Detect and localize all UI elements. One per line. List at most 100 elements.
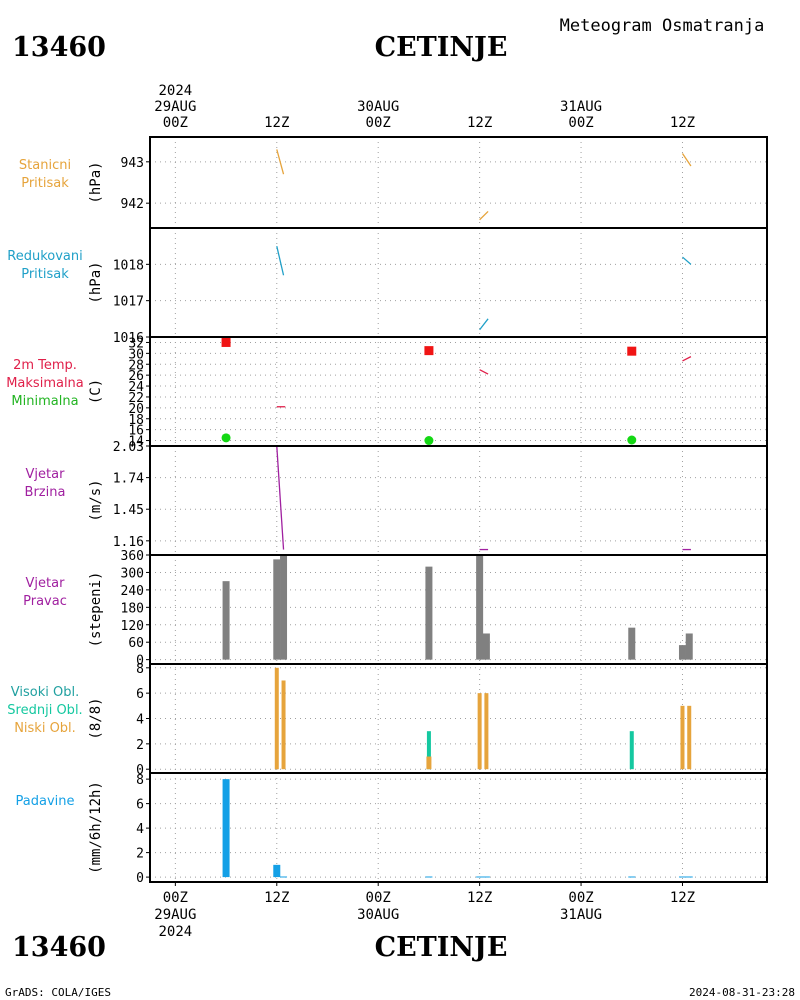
bar: [426, 756, 432, 770]
y-tick-label: 16: [128, 424, 144, 439]
series-line: [479, 318, 489, 331]
series-line: [276, 446, 285, 550]
y-tick-label: 4: [136, 822, 144, 837]
series-line: [276, 149, 285, 175]
bar: [482, 876, 490, 878]
parameter-label: Padavine: [16, 794, 75, 809]
y-tick-label: 32: [128, 336, 144, 351]
bottom-time-tick-label: 12Z: [264, 890, 289, 906]
top-time-tick-label: 29AUG: [154, 99, 196, 115]
bar: [274, 667, 279, 770]
parameter-label: Minimalna: [11, 394, 78, 409]
max-temp-marker: [627, 346, 637, 356]
y-tick-label: 4: [136, 713, 144, 728]
y-tick-label: 1018: [113, 258, 144, 273]
y-tick-label: 942: [121, 197, 144, 212]
y-tick-label: 1017: [113, 295, 144, 310]
y-axis-label: (m/s): [88, 479, 104, 521]
bar: [477, 693, 482, 770]
y-tick-label: 0: [136, 654, 144, 669]
panel-frame: [149, 227, 768, 338]
parameter-label: Niski Obl.: [14, 721, 76, 736]
bottom-time-tick-label: 30AUG: [357, 907, 399, 923]
y-tick-label: 943: [121, 156, 144, 171]
panel-frame: [149, 554, 768, 665]
top-time-tick-label: 2024: [158, 83, 192, 99]
timestamp-text: 2024-08-31-23:28: [689, 986, 795, 999]
bar: [628, 627, 636, 660]
y-axis-label: (hPa): [88, 261, 104, 303]
bar: [273, 864, 281, 878]
bar: [678, 645, 686, 660]
panel-brzina: 1.16 1.45 1.74 2.03 (m/s) Vjetar Brzina: [25, 440, 768, 556]
bar: [680, 705, 685, 770]
y-tick-label: 6: [136, 798, 144, 813]
top-time-tick-label: 00Z: [568, 115, 593, 131]
bar: [685, 876, 693, 878]
y-tick-label: 0: [136, 871, 144, 886]
y-tick-label: 24: [128, 380, 144, 395]
series-line: [479, 210, 489, 221]
bar: [273, 559, 281, 660]
y-axis-label: (stepeni): [88, 572, 104, 648]
bar: [476, 555, 484, 660]
y-tick-label: 240: [121, 584, 144, 599]
bar: [678, 876, 686, 878]
y-axis-label: (C): [88, 379, 104, 404]
panel-redukovani: 1016 1017 1018 (hPa) Redukovani Pritisak: [7, 227, 768, 346]
bottom-time-tick-label: 31AUG: [560, 907, 602, 923]
y-axis-label: (hPa): [88, 161, 104, 203]
y-tick-label: 6: [136, 687, 144, 702]
bar: [222, 779, 230, 878]
panels: 942 943 (hPa) Stanicni Pritisak 1016 1017 1018 (…: [6, 136, 768, 886]
meteogram-title: Meteogram Osmatranja: [560, 16, 765, 36]
y-tick-label: 20: [128, 402, 144, 417]
bar: [280, 876, 288, 878]
y-tick-label: 120: [121, 619, 144, 634]
max-temp-marker: [221, 337, 231, 347]
bar: [482, 633, 490, 660]
bar: [629, 731, 634, 770]
y-axis-label: (8/8): [88, 697, 104, 739]
bottom-time-tick-label: 00Z: [366, 890, 391, 906]
bottom-time-tick-label: 2024: [158, 924, 192, 940]
bottom-time-tick-label: 12Z: [670, 890, 695, 906]
parameter-label: Redukovani: [7, 249, 82, 264]
series-line: [682, 356, 692, 362]
y-tick-label: 26: [128, 369, 144, 384]
bottom-time-tick-label: 00Z: [163, 890, 188, 906]
panel-stanicni: 942 943 (hPa) Stanicni Pritisak: [19, 136, 768, 229]
y-tick-label: 8: [136, 662, 144, 677]
panel-data: [276, 246, 692, 331]
parameter-label: Pravac: [23, 594, 67, 609]
bottom-time-tick-label: 29AUG: [154, 907, 196, 923]
panel-padavine: 0 2 4 6 8 (mm/6h/12h) Padavine: [16, 772, 768, 886]
y-tick-label: 1.16: [113, 535, 144, 550]
bar: [280, 555, 288, 660]
bar: [685, 633, 693, 660]
panel-frame: [149, 772, 768, 883]
y-tick-label: 30: [128, 347, 144, 362]
panel-frame: [149, 663, 768, 774]
y-tick-label: 60: [128, 636, 144, 651]
bottom-time-tick-label: 12Z: [467, 890, 492, 906]
parameter-label: Maksimalna: [6, 376, 84, 391]
y-tick-label: 1.45: [113, 503, 144, 518]
top-time-tick-label: 00Z: [163, 115, 188, 131]
panel-data: [276, 446, 691, 551]
y-tick-label: 0: [136, 763, 144, 778]
top-time-tick-label: 00Z: [366, 115, 391, 131]
top-time-tick-label: 12Z: [264, 115, 289, 131]
series-line: [681, 153, 692, 167]
top-time-tick-label: 12Z: [670, 115, 695, 131]
series-line: [682, 256, 692, 265]
series-line: [276, 246, 285, 276]
bar: [628, 876, 636, 878]
parameter-label: 2m Temp.: [13, 358, 77, 373]
panel-data: [274, 667, 692, 770]
station-name-bottom: CETINJE: [375, 932, 508, 963]
top-time-tick-label: 12Z: [467, 115, 492, 131]
